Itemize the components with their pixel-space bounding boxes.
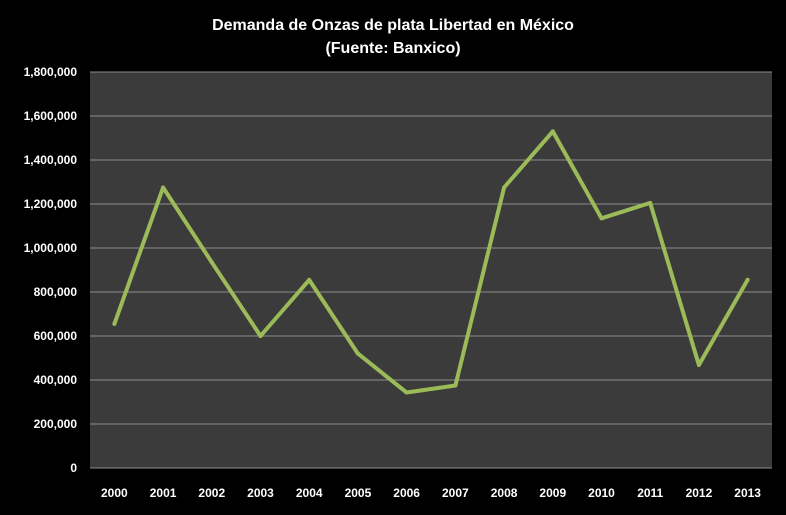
data-point [355, 351, 360, 356]
y-tick-label: 1,200,000 [24, 197, 78, 211]
x-axis-ticks: 2000 2001 2002 2003 2004 2005 2006 2007 2008 2009… [101, 486, 761, 500]
x-tick-label: 2013 [734, 486, 761, 500]
plot-area [90, 72, 772, 468]
y-tick-label: 1,800,000 [24, 65, 78, 79]
y-tick-label: 1,600,000 [24, 109, 78, 123]
y-tick-label: 0 [70, 461, 77, 475]
x-tick-label: 2001 [150, 486, 177, 500]
data-point [550, 129, 555, 134]
data-point [307, 277, 312, 282]
x-tick-label: 2011 [637, 486, 663, 500]
y-axis-ticks: 0 200,000 400,000 600,000 800,000 1,000,000 1,… [24, 65, 78, 475]
x-tick-label: 2000 [101, 486, 128, 500]
data-point [161, 185, 166, 190]
y-tick-label: 800,000 [34, 285, 78, 299]
chart-subtitle: (Fuente: Banxico) [325, 40, 460, 57]
series-line [112, 129, 750, 395]
x-tick-label: 2010 [588, 486, 615, 500]
data-point [696, 363, 701, 368]
grid-lines [90, 71, 772, 469]
y-tick-label: 1,400,000 [24, 153, 78, 167]
data-point [599, 216, 604, 221]
data-point [453, 383, 458, 388]
data-point [258, 334, 263, 338]
x-tick-label: 2002 [198, 486, 225, 500]
x-tick-label: 2009 [539, 486, 566, 500]
x-tick-label: 2006 [393, 486, 420, 500]
x-tick-label: 2012 [686, 486, 713, 500]
y-tick-label: 200,000 [34, 417, 78, 431]
x-tick-label: 2008 [491, 486, 518, 500]
x-tick-label: 2003 [247, 486, 274, 500]
y-tick-label: 400,000 [34, 373, 78, 387]
x-tick-label: 2005 [345, 486, 372, 500]
chart-title: Demanda de Onzas de plata Libertad en Mé… [212, 17, 574, 34]
data-point [404, 390, 409, 395]
data-point [112, 321, 117, 326]
data-point [648, 200, 653, 205]
data-point [209, 260, 214, 265]
y-tick-label: 600,000 [34, 329, 78, 343]
data-point [745, 277, 750, 282]
data-point [502, 185, 507, 190]
x-tick-label: 2004 [296, 486, 323, 500]
series-layer [112, 129, 750, 395]
x-tick-label: 2007 [442, 486, 469, 500]
y-tick-label: 1,000,000 [24, 241, 78, 255]
